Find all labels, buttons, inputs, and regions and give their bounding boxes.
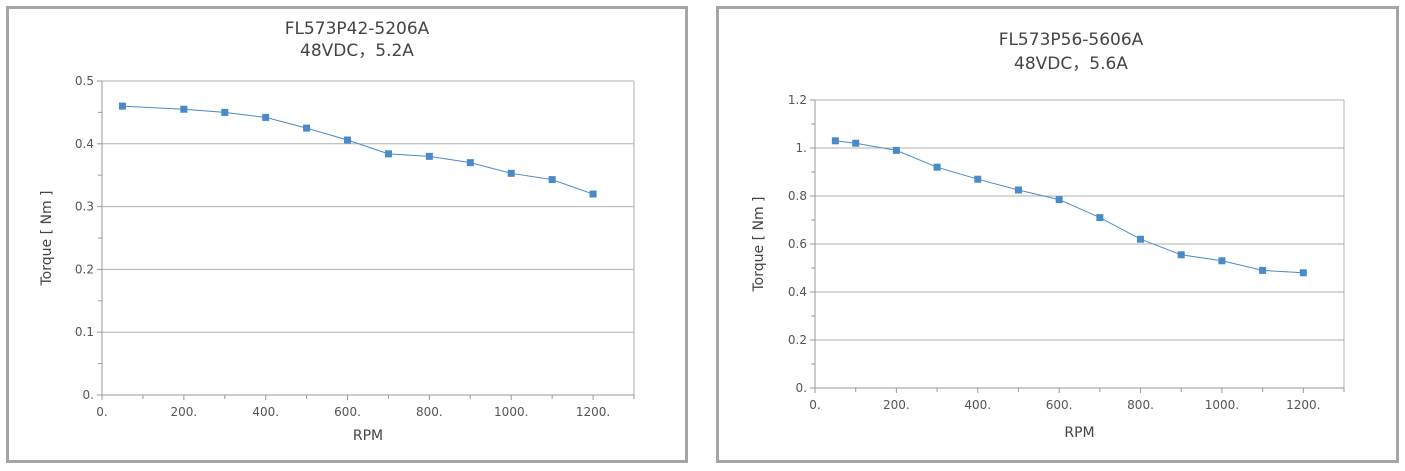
chart-panel-right: FL573P56-5606A 48VDC，5.6A 0. 0.2 0.4 0.6 0.8 1.…: [716, 6, 1399, 463]
x-tick-label: 1000.: [1205, 398, 1239, 412]
x-axis-label: RPM: [353, 428, 383, 444]
data-point: [1218, 257, 1226, 265]
data-point: [507, 169, 515, 177]
x-tick-label: 800.: [416, 405, 443, 419]
data-point: [180, 105, 188, 113]
y-axis-label: Torque [ Nm ]: [39, 190, 55, 286]
chart-subtitle: 48VDC，5.2A: [300, 41, 414, 61]
data-point: [974, 175, 982, 183]
x-tick-label: 1000.: [494, 405, 528, 419]
x-tick-label: 600.: [334, 405, 361, 419]
data-point: [589, 190, 597, 198]
data-point: [548, 176, 556, 184]
y-tick-label: 1.2: [788, 93, 807, 107]
series-line: [835, 140, 1304, 274]
x-tick-label: 200.: [883, 398, 910, 412]
y-tick-label: 0.5: [75, 74, 94, 88]
y-tick-label: 0.1: [75, 325, 94, 339]
y-tick-label: 1.: [796, 141, 807, 155]
y-tick-label: 0.2: [788, 333, 807, 347]
data-point: [1055, 196, 1063, 204]
data-point: [118, 102, 126, 110]
series-line: [122, 105, 594, 195]
y-tick-label: 0.6: [788, 237, 807, 251]
data-point: [1096, 214, 1104, 222]
torque-chart-right: FL573P56-5606A 48VDC，5.6A 0. 0.2 0.4 0.6 0.8 1.…: [751, 30, 1345, 441]
chart-subtitle: 48VDC，5.6A: [1014, 54, 1128, 74]
data-point: [1137, 235, 1145, 243]
data-point: [425, 152, 433, 160]
data-point: [933, 163, 941, 171]
data-point: [831, 137, 839, 145]
x-tick-label: 400.: [252, 405, 279, 419]
x-tick-label: 200.: [170, 405, 197, 419]
x-tick-label: 400.: [964, 398, 991, 412]
x-tick-label: 600.: [1046, 398, 1073, 412]
y-tick-label: 0.4: [75, 137, 94, 151]
y-tick-label: 0.8: [788, 189, 807, 203]
data-point: [1177, 251, 1185, 259]
data-point: [466, 159, 474, 167]
data-point: [1299, 269, 1307, 277]
chart-title: FL573P56-5606A: [999, 30, 1144, 50]
data-point: [852, 139, 860, 147]
y-tick-label: 0.: [83, 388, 94, 402]
x-tick-label: 1200.: [1286, 398, 1320, 412]
data-point: [303, 124, 311, 132]
data-point: [262, 113, 270, 121]
y-tick-label: 0.: [796, 381, 807, 395]
data-point: [221, 108, 229, 116]
x-axis-label: RPM: [1064, 425, 1094, 441]
x-tick-label: 0.: [96, 405, 107, 419]
x-tick-label: 0.: [809, 398, 820, 412]
data-point: [1259, 266, 1267, 274]
y-tick-label: 0.2: [75, 262, 94, 276]
y-tick-label: 0.4: [788, 285, 807, 299]
x-tick-label: 1200.: [576, 405, 610, 419]
data-point: [892, 146, 900, 154]
data-point: [344, 136, 352, 144]
x-tick-label: 800.: [1127, 398, 1154, 412]
chart-title: FL573P42-5206A: [285, 19, 430, 39]
y-axis-label: Torque [ Nm ]: [751, 196, 767, 292]
data-point: [1014, 186, 1022, 194]
chart-panel-left: FL573P42-5206A 48VDC，5.2A 0. 0.1 0.2 0.3 0.4 0.…: [6, 6, 688, 463]
data-point: [384, 150, 392, 158]
y-tick-label: 0.3: [75, 200, 94, 214]
